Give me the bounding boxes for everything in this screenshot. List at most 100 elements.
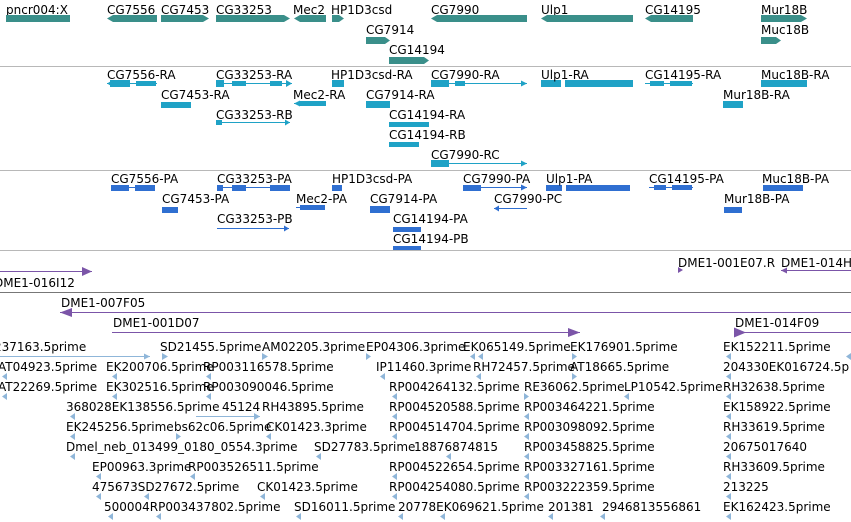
est-label[interactable]: AM02205.3prime (262, 340, 366, 354)
gene-label[interactable]: CG7914 (366, 23, 415, 37)
protein-label[interactable]: CG14194-PB (393, 232, 469, 246)
est-label[interactable]: RP003116578.5prime (203, 360, 334, 374)
gene-label[interactable]: pncr004:X (6, 3, 68, 17)
transcript-label[interactable]: CG7990-RA (431, 68, 500, 82)
est-label[interactable]: 45124 (222, 400, 261, 414)
gene-glyph[interactable] (332, 15, 344, 22)
est-label[interactable]: 2946813556861 (602, 500, 702, 514)
est-label[interactable]: SD21455.5prime (160, 340, 262, 354)
gene-label[interactable]: Mec2 (293, 3, 325, 17)
gene-glyph[interactable] (107, 15, 157, 22)
transcript-label[interactable]: CG7990-RC (431, 148, 500, 162)
est-label[interactable]: RP003464221.5prime (524, 400, 655, 414)
est-label[interactable]: EK302516.5prime (106, 380, 214, 394)
est-label[interactable]: AT18665.5prime (570, 360, 670, 374)
est-label[interactable]: bs62c06.5prime (174, 420, 272, 434)
gene-label[interactable]: CG7990 (431, 3, 480, 17)
transcript-label[interactable]: CG7556-RA (107, 68, 176, 82)
gene-label[interactable]: HP1D3csd (331, 3, 393, 17)
protein-label[interactable]: CG33253-PA (217, 172, 292, 186)
est-label[interactable]: RH33609.5prime (723, 460, 825, 474)
est-label[interactable]: RP004514704.5prime (389, 420, 520, 434)
gene-label[interactable]: CG14194 (389, 43, 445, 57)
est-label[interactable]: 500004RP003437802.5prime (104, 500, 281, 514)
protein-label[interactable]: Mur18B-PA (724, 192, 790, 206)
gene-glyph[interactable] (216, 15, 290, 22)
est-label[interactable]: EK152211.5prime (723, 340, 831, 354)
transcript-label[interactable]: Muc18B-RA (761, 68, 830, 82)
gene-glyph[interactable] (761, 37, 781, 44)
est-label[interactable]: SD16011.5prime (294, 500, 396, 514)
est-label[interactable]: 20778EK069621.5prime (398, 500, 544, 514)
est-label[interactable]: RH72457.5prime (473, 360, 575, 374)
est-label[interactable]: AT04923.5prime (0, 360, 98, 374)
est-label[interactable]: EP04306.3prime (366, 340, 466, 354)
protein-label[interactable]: CG14194-PA (393, 212, 468, 226)
gene-glyph[interactable] (645, 15, 693, 22)
est-label[interactable]: EK158922.5prime (723, 400, 831, 414)
transcript-label[interactable]: CG7453-RA (161, 88, 230, 102)
gene-label[interactable]: Mur18B (761, 3, 808, 17)
est-label[interactable]: CK01423.5prime (257, 480, 358, 494)
protein-glyphs[interactable] (0, 170, 851, 250)
clone-label[interactable]: DME1-014H (781, 256, 851, 270)
transcript-label[interactable]: CG14194-RA (389, 108, 466, 122)
est-label[interactable]: 201381 (548, 500, 594, 514)
gene-glyph[interactable] (366, 37, 390, 44)
gene-glyph[interactable] (541, 15, 633, 22)
est-label[interactable]: RH32638.5prime (723, 380, 825, 394)
transcript-label[interactable]: CG7914-RA (366, 88, 435, 102)
est-label[interactable]: AT22269.5prime (0, 380, 98, 394)
protein-label[interactable]: Muc18B-PA (762, 172, 830, 186)
transcript-glyphs[interactable] (0, 66, 851, 170)
clone-label[interactable]: DME1-001D07 (113, 316, 200, 330)
transcript-label[interactable]: Mur18B-RA (723, 88, 790, 102)
est-label[interactable]: RP004520588.5prime (389, 400, 520, 414)
gene-glyph[interactable] (6, 15, 70, 22)
clone-label[interactable]: DME1-007F05 (61, 296, 146, 310)
gene-label[interactable]: CG33253 (216, 3, 272, 17)
gene-label[interactable]: CG7453 (161, 3, 210, 17)
gene-label[interactable]: Ulp1 (541, 3, 569, 17)
clone-label[interactable]: DME1-016I12 (0, 276, 75, 290)
est-label[interactable]: EP00963.3prime (92, 460, 192, 474)
est-label[interactable]: RP003458825.5prime (524, 440, 655, 454)
transcript-label[interactable]: Mec2-RA (293, 88, 346, 102)
est-label[interactable]: EK162423.5prime (723, 500, 831, 514)
transcript-label[interactable]: HP1D3csd-RA (331, 68, 413, 82)
protein-label[interactable]: Ulp1-PA (546, 172, 593, 186)
est-label[interactable]: RP003526511.5prime (188, 460, 319, 474)
est-glyphs[interactable] (0, 332, 851, 522)
est-label[interactable]: RE36062.5prime (524, 380, 625, 394)
est-label[interactable]: 368028EK138556.5prime (66, 400, 220, 414)
est-label[interactable]: 204330EK016724.5p (723, 360, 850, 374)
est-label[interactable]: Dmel_neb_013499_0180_0554.3prime (66, 440, 298, 454)
est-label[interactable]: EK245256.5prime (66, 420, 174, 434)
est-label[interactable]: RH33619.5prime (723, 420, 825, 434)
est-label[interactable]: RH43895.5prime (262, 400, 364, 414)
gene-glyph[interactable] (161, 15, 209, 22)
est-label[interactable]: IP11460.3prime (376, 360, 472, 374)
gene-glyph[interactable] (431, 15, 527, 22)
protein-label[interactable]: CG7990-PA (463, 172, 531, 186)
gene-glyph[interactable] (761, 15, 807, 22)
est-label[interactable]: RP003098092.5prime (524, 420, 655, 434)
transcript-label[interactable]: CG14195-RA (645, 68, 722, 82)
protein-label[interactable]: CG14195-PA (649, 172, 724, 186)
est-label[interactable]: RP004254080.5prime (389, 480, 520, 494)
est-label[interactable]: RP003222359.5prime (524, 480, 655, 494)
est-label[interactable]: RP004522654.5prime (389, 460, 520, 474)
est-label[interactable]: 18876874815 (414, 440, 498, 454)
clone-label[interactable]: DME1-001E07.R (678, 256, 776, 270)
est-label[interactable]: RP003090046.5prime (203, 380, 334, 394)
clone-label[interactable]: DME1-014F09 (735, 316, 820, 330)
est-label[interactable]: SD27783.5prime (314, 440, 416, 454)
transcript-label[interactable]: CG33253-RA (216, 68, 293, 82)
transcript-label[interactable]: CG33253-RB (216, 108, 293, 122)
est-label[interactable]: 213225 (723, 480, 769, 494)
gene-label[interactable]: Muc18B (761, 23, 810, 37)
est-label[interactable]: 20675017640 (723, 440, 807, 454)
protein-label[interactable]: CG7914-PA (370, 192, 438, 206)
protein-label[interactable]: CG7453-PA (162, 192, 230, 206)
est-label[interactable]: 475673SD27672.5prime (92, 480, 240, 494)
